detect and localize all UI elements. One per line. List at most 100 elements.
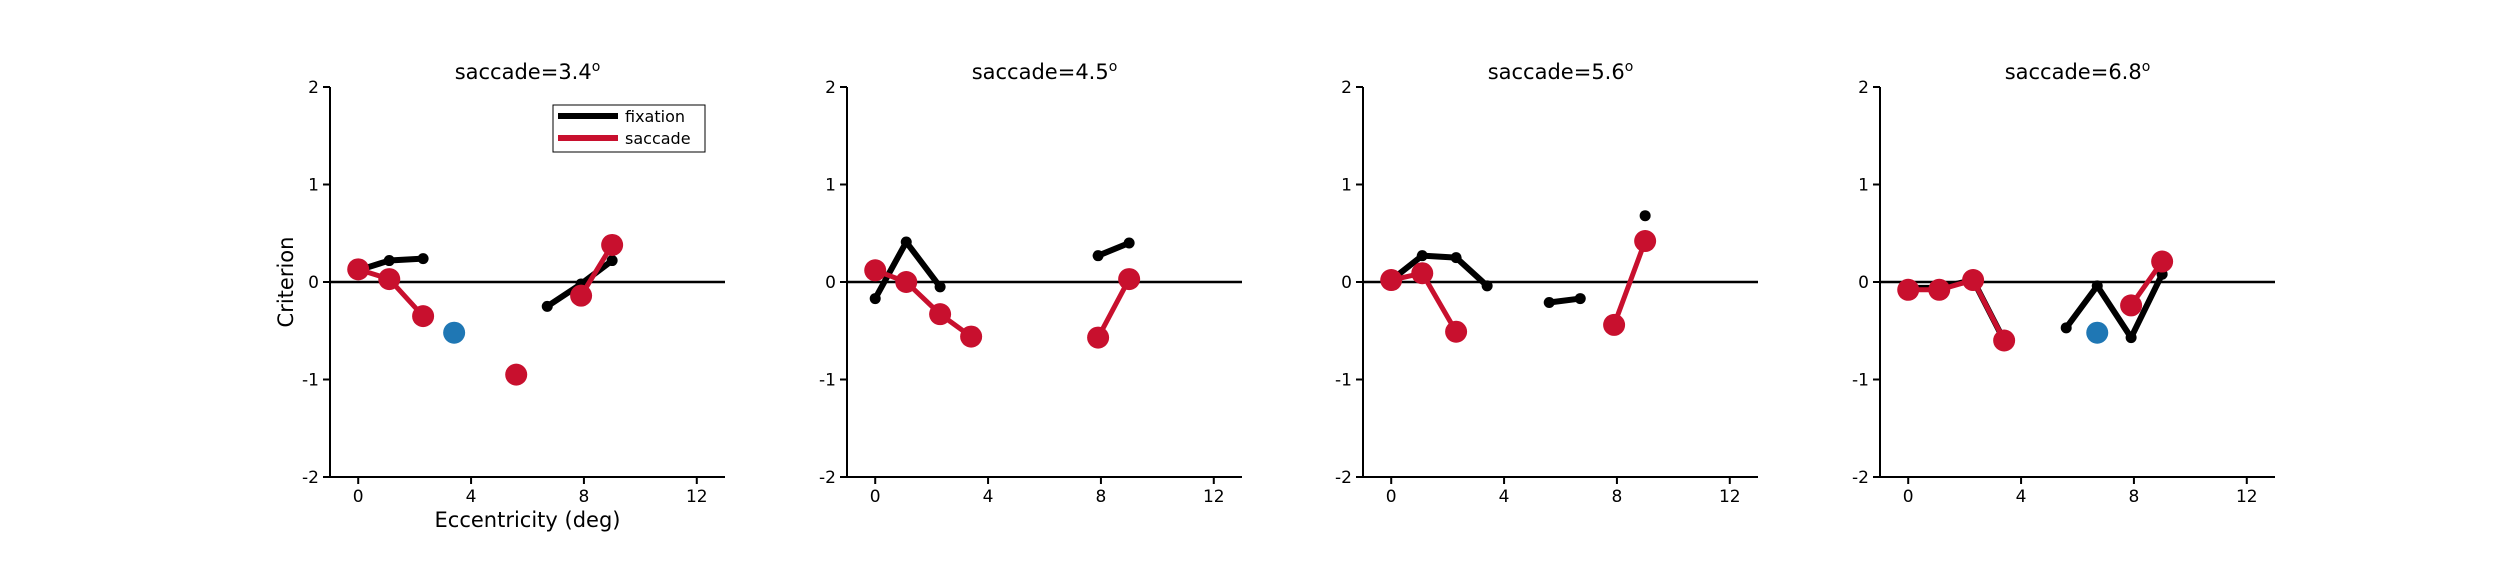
x-tick-label: 0	[1386, 487, 1397, 507]
fixation-point	[1639, 210, 1651, 222]
saccade-point	[1118, 268, 1141, 291]
panel-title-text: saccade=4.5	[972, 60, 1109, 84]
fixation-point	[869, 293, 881, 305]
panel-title-superscript: o	[1109, 59, 1118, 75]
y-axis-title: Criterion	[274, 237, 298, 328]
x-tick-label: 0	[353, 487, 364, 507]
panel-title-text: saccade=6.8	[2005, 60, 2142, 84]
panel-title-superscript: o	[2142, 59, 2151, 75]
fixation-line	[1095, 240, 1133, 259]
y-tick-label: 0	[825, 273, 836, 293]
y-tick-label: -1	[1335, 371, 1352, 391]
panel-title-superscript: o	[1625, 59, 1634, 75]
saccade-point	[570, 284, 593, 307]
saccade-point	[505, 363, 528, 386]
fixation-point	[1543, 296, 1555, 308]
x-tick-label: 8	[2129, 487, 2140, 507]
legend-box	[552, 104, 706, 153]
saccade-point	[412, 305, 435, 328]
saccade-point	[1962, 269, 1985, 292]
panel-title: saccade=4.5o	[972, 59, 1118, 84]
y-tick-label: -1	[302, 371, 319, 391]
x-tick-label: 12	[2236, 487, 2258, 507]
fixation-point	[2125, 332, 2137, 344]
x-tick-label: 8	[1096, 487, 1107, 507]
highlight-point	[2086, 321, 2109, 344]
fixation-point	[1574, 293, 1586, 305]
y-tick-label: 1	[1858, 176, 1869, 196]
chart-panel-3: saccade=5.6o 2 1 0 -1 -2 0 4 8 12	[1335, 59, 1758, 507]
saccade-point	[1634, 230, 1657, 253]
y-tick-label: 1	[1341, 176, 1352, 196]
chart-panel-4: saccade=6.8o 2 1 0 -1 -2 0 4 8 12	[1852, 59, 2275, 507]
y-tick-label: 2	[1858, 78, 1869, 98]
fixation-point	[1481, 280, 1493, 292]
fixation-point	[1416, 250, 1428, 262]
x-tick-label: 4	[983, 487, 994, 507]
x-tick-label: 8	[579, 487, 590, 507]
saccade-line	[1905, 277, 2007, 343]
y-tick-label: 0	[1858, 273, 1869, 293]
panel-title: saccade=3.4o	[455, 59, 601, 84]
y-tick-label: -1	[819, 371, 836, 391]
fixation-point	[417, 253, 429, 265]
saccade-point	[1603, 313, 1626, 336]
panel-title-text: saccade=3.4	[455, 60, 592, 84]
x-tick-label: 4	[466, 487, 477, 507]
fixation-point	[1450, 252, 1462, 264]
fixation-point	[606, 255, 618, 267]
saccade-line	[872, 267, 974, 340]
y-tick-label: 0	[308, 273, 319, 293]
saccade-point	[1897, 278, 1920, 301]
saccade-point	[378, 268, 401, 291]
x-axis-title: Eccentricity (deg)	[435, 508, 621, 532]
saccade-line	[1095, 276, 1132, 341]
saccade-point	[864, 259, 887, 282]
fixation-line	[2063, 271, 2166, 341]
saccade-point	[2120, 294, 2143, 317]
saccade-point	[895, 271, 918, 293]
y-tick-label: -2	[819, 468, 836, 488]
x-tick-label: 12	[1719, 487, 1741, 507]
fixation-point	[1123, 237, 1135, 249]
panel-title: saccade=6.8o	[2005, 59, 2151, 84]
y-tick-label: -2	[302, 468, 319, 488]
y-tick-label: 1	[308, 176, 319, 196]
fixation-point	[900, 236, 912, 248]
fixation-point	[934, 281, 946, 293]
y-tick-label: -2	[1335, 468, 1352, 488]
legend-label-saccade: saccade	[625, 129, 691, 148]
panel-title-text: saccade=5.6	[1488, 60, 1625, 84]
legend-label-fixation: fixation	[625, 107, 685, 126]
x-tick-label: 12	[686, 487, 708, 507]
saccade-point	[2151, 250, 2174, 273]
chart-panel-2: saccade=4.5o 2 1 0 -1 -2 0 4 8 12	[819, 59, 1242, 507]
saccade-point	[929, 303, 952, 326]
x-tick-label: 4	[1499, 487, 1510, 507]
panel-title-superscript: o	[592, 59, 601, 75]
fixation-point	[2091, 280, 2103, 292]
fixation-point	[383, 255, 395, 267]
saccade-point	[1993, 329, 2016, 352]
chart-panel-1: saccade=3.4o 2 1 0 -1 -2 0 4 8 12 Eccentricity (de…	[274, 59, 725, 532]
fixation-point	[1092, 250, 1104, 262]
x-tick-label: 12	[1203, 487, 1225, 507]
y-tick-label: -1	[1852, 371, 1869, 391]
y-tick-label: 2	[1341, 78, 1352, 98]
y-tick-label: 1	[825, 176, 836, 196]
fixation-point	[2060, 322, 2072, 334]
x-tick-label: 4	[2016, 487, 2027, 507]
fixation-point	[541, 300, 553, 312]
y-tick-label: 2	[825, 78, 836, 98]
y-tick-label: 0	[1341, 273, 1352, 293]
saccade-line	[1611, 238, 1648, 328]
legend: fixation saccade	[552, 104, 706, 153]
highlight-point	[443, 321, 466, 344]
saccade-point	[1928, 278, 1951, 301]
saccade-point	[1380, 269, 1403, 292]
x-tick-label: 0	[1903, 487, 1914, 507]
x-tick-label: 8	[1612, 487, 1623, 507]
panel-title: saccade=5.6o	[1488, 59, 1634, 84]
y-tick-label: -2	[1852, 468, 1869, 488]
